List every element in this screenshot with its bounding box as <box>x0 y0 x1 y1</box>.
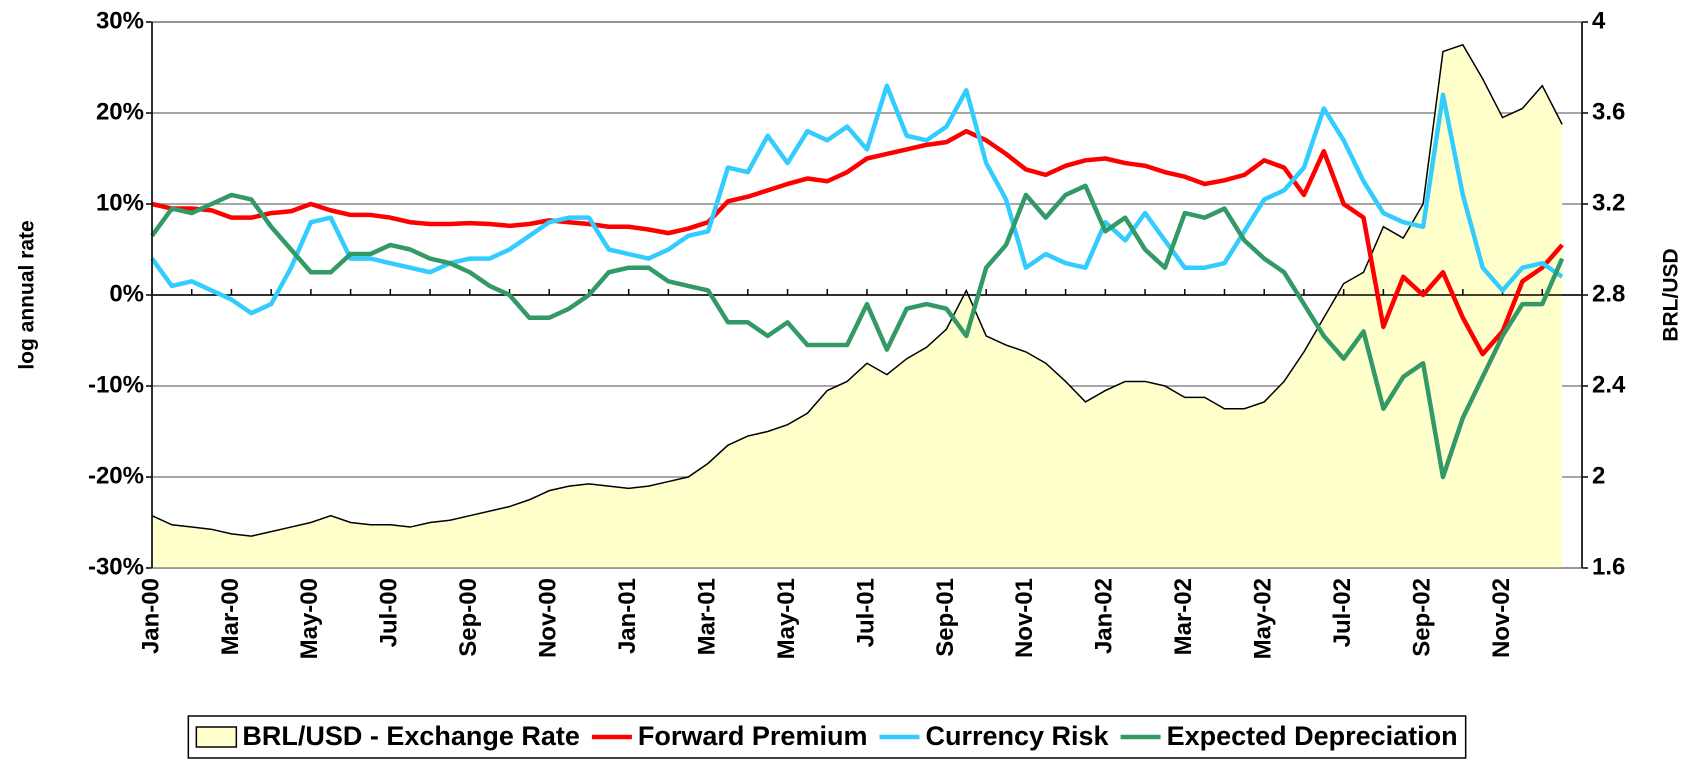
legend-label: Currency Risk <box>925 721 1109 751</box>
x-tick-label: Mar-00 <box>217 578 244 655</box>
x-tick-label: Jul-01 <box>852 578 879 647</box>
x-tick-label: Jan-02 <box>1091 578 1118 654</box>
x-tick-label: Nov-00 <box>535 578 562 658</box>
x-tick-label: Mar-01 <box>693 578 720 655</box>
y2-tick-label: 2.4 <box>1592 371 1626 398</box>
x-tick-label: Sep-00 <box>455 578 482 657</box>
y2-tick-label: 3.6 <box>1592 98 1625 125</box>
y-tick-label: 10% <box>96 189 144 216</box>
line <box>151 128 1564 357</box>
y-tick-label: 20% <box>96 98 144 125</box>
x-tick-label: Nov-02 <box>1488 578 1515 658</box>
y2-tick-label: 3.2 <box>1592 189 1625 216</box>
x-tick-label: May-01 <box>773 578 800 659</box>
area-edge <box>151 43 1563 537</box>
x-tick-label: Sep-01 <box>932 578 959 657</box>
x-tick-label: May-02 <box>1250 578 1277 659</box>
y-axis-title: log annual rate <box>16 220 39 369</box>
y2-tick-label: 2.8 <box>1592 280 1625 307</box>
legend-label: Expected Depreciation <box>1167 721 1458 751</box>
x-tick-label: Jul-00 <box>376 578 403 647</box>
legend-label: BRL/USD - Exchange Rate <box>242 721 580 751</box>
line <box>150 183 1565 480</box>
legend-box <box>187 715 1467 759</box>
y-tick-label: -10% <box>88 371 144 398</box>
y-tick-label: -20% <box>88 462 144 489</box>
x-tick-label: Mar-02 <box>1170 578 1197 655</box>
legend: BRL/USD - Exchange Rate Forward Premium Cu… <box>187 715 1467 759</box>
x-tick-label: Jan-00 <box>137 578 164 654</box>
y2-axis-title: BRL/USD <box>1660 248 1683 341</box>
x-tick-label: Jan-01 <box>614 578 641 654</box>
x-tick-label: Jul-02 <box>1329 578 1356 647</box>
y-tick-label: -30% <box>88 553 144 580</box>
y-tick-label: 30% <box>96 7 144 34</box>
x-tick-label: Sep-02 <box>1408 578 1435 657</box>
x-tick-label: May-00 <box>296 578 323 659</box>
y2-tick-label: 1.6 <box>1592 553 1625 580</box>
y2-tick-label: 2 <box>1592 462 1605 489</box>
line <box>150 83 1564 316</box>
y2-tick-label: 4 <box>1592 7 1606 34</box>
y-tick-label: 0% <box>109 280 144 307</box>
legend-label: Forward Premium <box>638 721 868 751</box>
legend-swatch <box>195 726 238 748</box>
area <box>152 44 1563 568</box>
x-tick-label: Nov-01 <box>1011 578 1038 658</box>
